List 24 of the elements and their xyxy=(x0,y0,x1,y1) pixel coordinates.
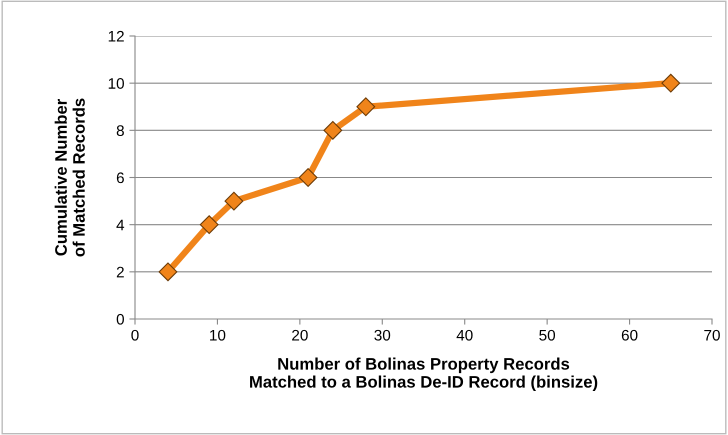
y-tick-label: 12 xyxy=(108,30,124,42)
y-tick-label: 4 xyxy=(116,220,124,230)
x-tick-label: 70 xyxy=(704,330,720,341)
point xyxy=(323,120,342,140)
x-tick-label: 30 xyxy=(374,330,390,341)
point xyxy=(298,168,318,187)
x-tick-label: 40 xyxy=(456,330,473,341)
y-tick-label: 2 xyxy=(116,266,124,278)
y-tick-label: 0 xyxy=(116,314,124,325)
y-tick-label: 6 xyxy=(116,172,124,184)
x-tick-label: 10 xyxy=(210,330,226,341)
point xyxy=(356,97,376,116)
point xyxy=(661,74,680,93)
y-tick-label: 10 xyxy=(108,78,124,89)
x-tick-label: 0 xyxy=(131,330,139,341)
x-tick-label: 50 xyxy=(539,330,556,341)
x-axis-title: Number of Bolinas Property Records Matched to a Bolinas De-ID Record (binsize) xyxy=(250,358,598,392)
point xyxy=(158,262,178,282)
y-axis-title: Cumulative Number of Matched Records xyxy=(54,98,85,256)
x-tick-label: 60 xyxy=(622,330,638,341)
y-tick-label: 8 xyxy=(116,125,124,136)
point xyxy=(224,192,244,210)
x-tick-label: 20 xyxy=(292,330,308,341)
point xyxy=(200,215,219,234)
